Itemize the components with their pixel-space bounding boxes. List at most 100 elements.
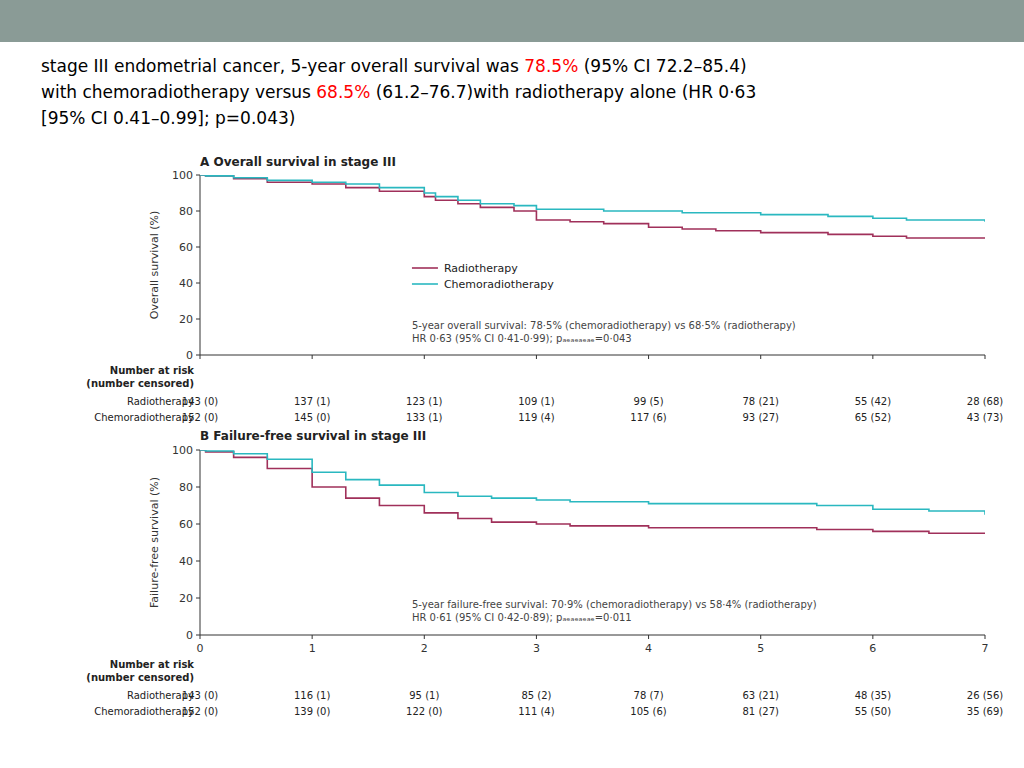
y-tick [196, 355, 200, 356]
headline-part: [95% CI 0.41–0.99]; p=0.043) [41, 108, 295, 128]
x-tick [424, 355, 425, 359]
at-risk-value: 55 (42) [855, 396, 892, 407]
y-tick-label: 20 [179, 313, 193, 326]
y-axis-line [200, 175, 201, 355]
y-tick-label: 60 [179, 241, 193, 254]
headline-part: (61.2–76.7)with radiotherapy alone (HR 0… [370, 82, 756, 102]
at-risk-title: Number at risk [110, 365, 195, 376]
x-tick-label: 7 [982, 642, 989, 655]
y-tick [196, 524, 200, 525]
series-group [200, 450, 985, 533]
y-tick-label: 20 [179, 592, 193, 605]
annotation: 5-year failure-free survival: 70·9% (che… [412, 599, 817, 610]
y-tick-label: 80 [179, 481, 193, 494]
y-tick [196, 175, 200, 176]
y-tick-label: 100 [172, 444, 193, 457]
at-risk-value: 26 (56) [967, 690, 1004, 701]
y-tick-label: 40 [179, 277, 193, 290]
x-tick [648, 355, 649, 359]
at-risk-value: 105 (6) [630, 706, 667, 717]
panel-title: A Overall survival in stage III [200, 155, 396, 169]
x-axis-line [200, 635, 985, 636]
at-risk-value: 152 (0) [182, 412, 219, 423]
at-risk-value: 28 (68) [967, 396, 1004, 407]
headline-line: stage III endometrial cancer, 5-year ove… [41, 56, 747, 76]
at-risk-value: 133 (1) [406, 412, 443, 423]
x-tick [872, 355, 873, 359]
legend-entry: Chemoradiotherapy [444, 278, 554, 291]
x-tick-label: 4 [645, 642, 652, 655]
at-risk-value: 137 (1) [294, 396, 331, 407]
y-tick-label: 0 [186, 349, 193, 362]
y-tick-label: 100 [172, 169, 193, 182]
panel: B Failure-free survival in stage III0204… [86, 429, 1003, 717]
x-tick [536, 635, 537, 639]
y-tick-label: 40 [179, 555, 193, 568]
x-tick [312, 355, 313, 359]
at-risk-value: 43 (73) [967, 412, 1004, 423]
y-axis-line [200, 450, 201, 635]
y-tick-label: 60 [179, 518, 193, 531]
at-risk-value: 95 (1) [409, 690, 439, 701]
at-risk-row-label: Chemoradiotherapy [94, 412, 194, 423]
y-tick [196, 487, 200, 488]
series-group [200, 175, 985, 238]
at-risk-value: 93 (27) [742, 412, 779, 423]
x-axis-line [200, 355, 985, 356]
at-risk-value: 78 (21) [742, 396, 779, 407]
x-tick [200, 355, 201, 359]
survival-curve [200, 175, 985, 222]
at-risk-value: 55 (50) [855, 706, 892, 717]
at-risk-value: 99 (5) [634, 396, 664, 407]
panel: A Overall survival in stage III 0 20 40 60 80… [86, 155, 1003, 423]
legend-swatch [412, 267, 438, 269]
headline-part: 68.5% [316, 82, 370, 102]
x-tick [985, 355, 986, 359]
x-tick [760, 635, 761, 639]
y-tick-label: 80 [179, 205, 193, 218]
at-risk-value: 117 (6) [630, 412, 667, 423]
banner [0, 0, 1024, 42]
x-tick [536, 355, 537, 359]
legend-entry: Radiotherapy [444, 262, 518, 275]
figure: stage III endometrial cancer, 5-year ove… [0, 0, 1024, 768]
x-tick [985, 635, 986, 639]
at-risk-value: 122 (0) [406, 706, 443, 717]
y-tick [196, 635, 200, 636]
headline-part: 78.5% [524, 56, 578, 76]
y-tick-label: 0 [186, 629, 193, 642]
at-risk-value: 123 (1) [406, 396, 443, 407]
at-risk-value: 139 (0) [294, 706, 331, 717]
x-tick [424, 635, 425, 639]
y-tick [196, 598, 200, 599]
y-tick [196, 319, 200, 320]
x-tick-label: 6 [869, 642, 876, 655]
at-risk-value: 78 (7) [634, 690, 664, 701]
at-risk-value: 111 (4) [518, 706, 555, 717]
at-risk-value: 119 (4) [518, 412, 555, 423]
x-tick-label: 0 [197, 642, 204, 655]
y-tick [196, 283, 200, 284]
at-risk-subtitle: (number censored) [86, 378, 194, 389]
y-tick [196, 561, 200, 562]
at-risk-value: 85 (2) [521, 690, 551, 701]
at-risk-value: 143 (0) [182, 396, 219, 407]
at-risk-value: 109 (1) [518, 396, 555, 407]
background [0, 0, 1024, 768]
at-risk-value: 81 (27) [742, 706, 779, 717]
survival-curve [200, 450, 985, 515]
y-axis-label: Overall survival (%) [148, 211, 161, 319]
headline-line: [95% CI 0.41–0.99]; p=0.043) [41, 108, 295, 128]
at-risk-value: 116 (1) [294, 690, 331, 701]
survival-curve [200, 175, 985, 238]
annotation: 5-year overall survival: 78·5% (chemorad… [412, 320, 796, 331]
x-tick-label: 1 [309, 642, 316, 655]
survival-curve [200, 450, 985, 533]
x-tick-label: 5 [757, 642, 764, 655]
at-risk-subtitle: (number censored) [86, 672, 194, 683]
annotation: HR 0·61 (95% CI 0·42-0·89); pₐₑₐₑₐₑₐₑ=0·… [412, 612, 632, 623]
y-tick [196, 211, 200, 212]
y-tick [196, 450, 200, 451]
legend-swatch [412, 283, 438, 285]
headline-part: with chemoradiotherapy versus [41, 82, 316, 102]
